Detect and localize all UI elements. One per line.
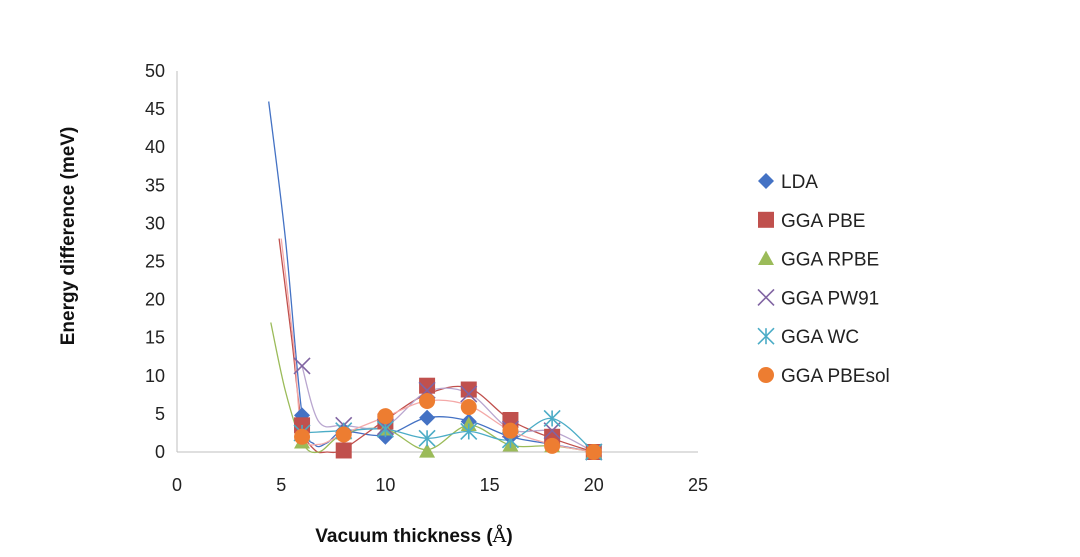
x-axis-title: Vacuum thickness (Å)	[315, 525, 512, 547]
legend-marker-gga-pw91	[757, 288, 775, 306]
point-gga-pbesol	[585, 444, 602, 460]
y-tick-label: 40	[145, 137, 165, 157]
trendline-gga-pbe	[278, 238, 595, 454]
point-gga-wc	[460, 422, 478, 440]
y-tick-label: 0	[155, 442, 165, 462]
y-tick-label: 35	[145, 175, 165, 195]
legend-label: GGA WC	[781, 327, 859, 348]
x-tick-label: 5	[276, 475, 286, 495]
axes	[176, 71, 698, 453]
point-gga-pbe	[419, 377, 436, 394]
legend-label: GGA PBEsol	[781, 366, 890, 387]
x-tick-label: 20	[584, 475, 604, 495]
legend-marker-gga-pbesol	[758, 367, 774, 383]
y-tick-label: 15	[145, 328, 165, 348]
legend-label: GGA PBE	[781, 211, 865, 232]
y-tick-label: 5	[155, 404, 165, 424]
y-tick-label: 20	[145, 290, 165, 310]
x-tick-labels: 0 5 10 15 20 25	[172, 475, 708, 495]
point-gga-pbe	[460, 381, 477, 398]
point-gga-wc	[543, 409, 561, 428]
x-axis-title-unit: Å	[492, 525, 507, 547]
legend-label: GGA PW91	[781, 288, 879, 309]
point-gga-pw91	[460, 385, 478, 403]
x-axis-title-text: Vacuum thickness (	[315, 526, 493, 547]
point-lda	[419, 409, 436, 426]
point-gga-rpbe	[419, 443, 436, 458]
y-tick-labels: 0 5 10 15 20 25 30 35 40 45 50	[145, 61, 165, 462]
y-tick-label: 10	[145, 366, 165, 386]
point-gga-pbesol	[502, 422, 519, 439]
point-gga-pw91	[293, 357, 311, 375]
point-gga-pbesol	[544, 437, 561, 454]
legend-label: GGA RPBE	[781, 250, 879, 271]
x-tick-label: 0	[172, 475, 182, 495]
legend: LDA GGA PBE GGA RPBE GGA PW91 GGA WC GGA PBEs…	[757, 172, 890, 387]
y-tick-label: 45	[145, 99, 165, 119]
point-gga-pbe	[335, 442, 352, 459]
data-points	[293, 357, 603, 461]
trendline-gga-pbesol	[280, 238, 594, 453]
x-tick-label: 15	[480, 475, 500, 495]
point-gga-pbesol	[294, 428, 311, 445]
legend-label: LDA	[781, 172, 818, 193]
y-axis-title: Energy difference (meV)	[58, 127, 79, 346]
x-axis-title-close: )	[506, 526, 512, 547]
y-tick-label: 50	[145, 61, 165, 81]
x-tick-label: 10	[375, 475, 395, 495]
legend-marker-gga-rpbe	[758, 250, 774, 265]
y-tick-label: 25	[145, 252, 165, 272]
legend-marker-lda	[758, 173, 774, 189]
point-gga-pbesol	[419, 392, 436, 409]
point-gga-pbesol	[460, 399, 477, 416]
point-gga-pw91	[543, 422, 561, 440]
point-gga-pbesol	[335, 426, 352, 443]
point-gga-pbesol	[377, 408, 394, 425]
legend-marker-gga-wc	[757, 327, 775, 345]
x-tick-label: 25	[688, 475, 708, 495]
legend-marker-gga-pbe	[758, 211, 774, 228]
y-tick-label: 30	[145, 213, 165, 233]
point-gga-wc	[418, 429, 436, 447]
